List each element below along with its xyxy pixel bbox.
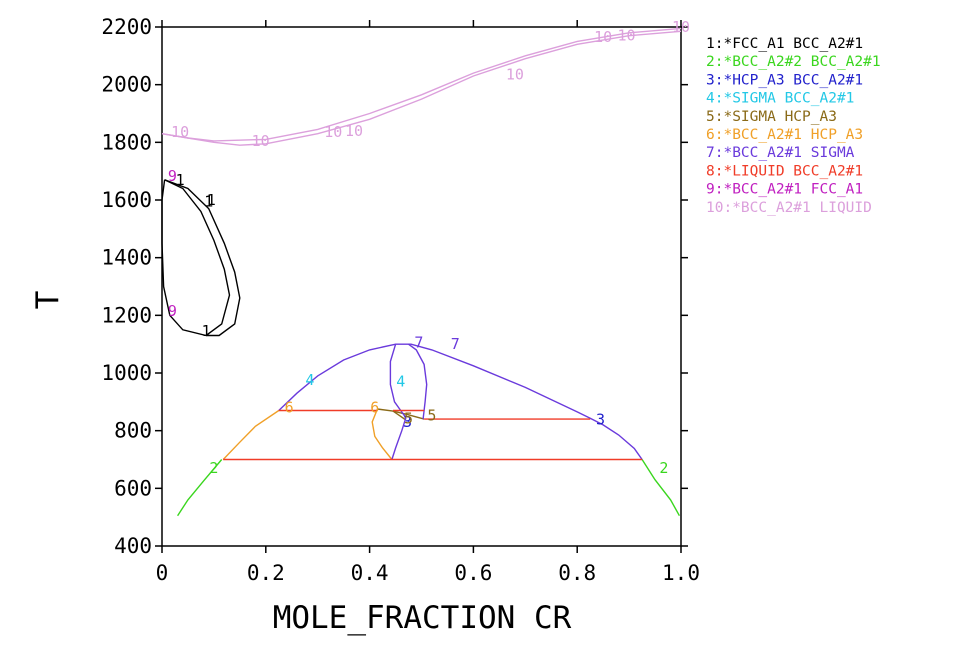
curve-series-5 [392,410,407,421]
curve-label-1: 1 [202,322,211,340]
curve-label-10: 10 [506,66,524,84]
curve-label-1: 1 [204,192,213,210]
curve-label-10: 10 [617,27,635,45]
curve-series-7 [389,343,407,419]
x-tick-label: 0 [156,561,169,585]
legend: 1:*FCC_A1 BCC_A2#1 2:*BCC_A2#2 BCC_A2#1 3:… [706,36,881,216]
y-tick-label: 400 [114,534,152,558]
y-tick-label: 1600 [101,188,152,212]
curve-label-10: 10 [171,123,189,141]
y-tick-label: 1000 [101,361,152,385]
legend-entry-6: 6:*BCC_A2#1 HCP_A3 [706,127,863,143]
plot-frame [161,26,682,547]
y-axis-title: T [30,291,66,310]
curve-label-3: 3 [596,411,605,429]
y-tick-label: 800 [114,419,152,443]
curve-label-1: 1 [207,191,216,209]
curve-label-3: 3 [403,413,412,431]
curve-label-2: 2 [209,459,218,477]
legend-entry-2: 2:*BCC_A2#2 BCC_A2#1 [706,54,881,70]
curve-label-5: 5 [404,409,413,427]
curve-label-10: 10 [672,18,690,36]
y-tick-label: 600 [114,476,152,500]
curve-label-9: 9 [168,167,177,185]
curve-label-10: 10 [345,122,363,140]
curve-label-7: 7 [451,335,460,353]
y-tick-label: 1200 [101,303,152,327]
x-tick-label: 0.2 [247,561,285,585]
x-tick-label: 0.6 [454,561,492,585]
legend-entry-4: 4:*SIGMA BCC_A2#1 [706,91,854,107]
curve-label-4: 4 [305,371,314,389]
curve-series-6 [371,408,393,460]
curve-label-10: 10 [324,123,342,141]
curve-label-1: 1 [176,171,185,189]
curve-series-10 [161,27,682,142]
curve-series-1 [161,179,231,337]
legend-entry-1: 1:*FCC_A1 BCC_A2#1 [706,36,863,52]
curve-label-6: 6 [370,399,379,417]
y-axis-ticks: 400 600 800 1000 1200 1400 1600 1800 2000 2200 [101,15,688,558]
legend-entry-5: 5:*SIGMA HCP_A3 [706,109,837,125]
curve-series-7 [408,343,428,420]
curve-label-7: 7 [414,334,423,352]
y-tick-label: 1800 [101,130,152,154]
legend-entry-7: 7:*BCC_A2#1 SIGMA [706,145,855,161]
curve-series-7 [278,343,643,460]
legend-entry-3: 3:*HCP_A3 BCC_A2#1 [706,72,863,88]
curve-label-2: 2 [659,459,668,477]
curve-series-1 [164,179,241,337]
curve-label-10: 10 [594,28,612,46]
legend-entry-10: 10:*BCC_A2#1 LIQUID [706,200,872,216]
curve-series-7 [391,417,407,460]
curve-label-5: 5 [427,407,436,425]
curve-series-2 [641,459,681,517]
y-tick-label: 2000 [101,73,152,97]
y-tick-label: 1400 [101,246,152,270]
curve-series-6 [222,409,280,460]
y-tick-label: 2200 [101,15,152,39]
phase-boundary-curves [161,27,682,517]
legend-entry-9: 9:*BCC_A2#1 FCC_A1 [706,182,863,198]
x-tick-label: 0.8 [558,561,596,585]
curve-label-9: 9 [168,302,177,320]
curve-series-2 [177,459,223,517]
curve-label-6: 6 [285,399,294,417]
curve-label-10: 10 [252,132,270,150]
curve-series-5 [377,408,425,420]
x-axis-ticks: 0 0.2 0.4 0.6 0.8 1.0 [156,20,700,585]
x-axis-title: MOLE_FRACTION CR [273,600,572,636]
x-tick-label: 0.4 [351,561,389,585]
x-tick-label: 1.0 [662,561,700,585]
legend-entry-8: 8:*LIQUID BCC_A2#1 [706,163,863,179]
curve-label-4: 4 [396,373,405,391]
curve-series-10 [161,30,682,146]
